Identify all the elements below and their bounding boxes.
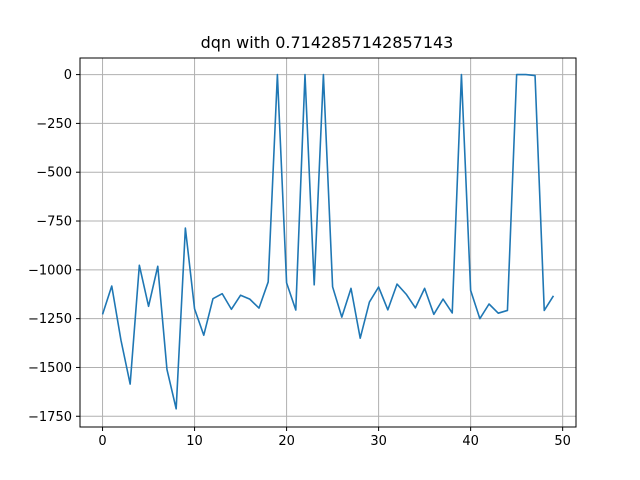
data-point — [331, 286, 333, 288]
data-point — [212, 298, 214, 300]
y-tick-label: −750 — [36, 215, 72, 230]
data-point — [249, 298, 251, 300]
x-tick-label: 50 — [554, 434, 571, 449]
data-point — [221, 292, 223, 294]
data-point — [479, 317, 481, 319]
data-point — [267, 281, 269, 283]
data-point — [304, 73, 306, 75]
x-tick-label: 0 — [98, 434, 106, 449]
data-point — [203, 334, 205, 336]
data-point — [506, 309, 508, 311]
x-tick-label: 40 — [462, 434, 479, 449]
data-point — [552, 295, 554, 297]
x-tick-label: 30 — [370, 434, 387, 449]
data-point — [497, 312, 499, 314]
data-point — [451, 312, 453, 314]
y-tick-label: −1500 — [28, 361, 72, 376]
data-point — [515, 73, 517, 75]
data-point — [157, 265, 159, 267]
data-point — [387, 309, 389, 311]
data-point — [488, 303, 490, 305]
y-tick-label: −250 — [36, 117, 72, 132]
data-point — [322, 73, 324, 75]
data-point — [396, 283, 398, 285]
data-point — [138, 264, 140, 266]
data-point — [276, 73, 278, 75]
y-tick-label: −500 — [36, 166, 72, 181]
data-point — [350, 287, 352, 289]
data-point — [230, 308, 232, 310]
data-point — [129, 383, 131, 385]
x-tick-label: 10 — [186, 434, 203, 449]
chart-title: dqn with 0.7142857142857143 — [201, 33, 454, 52]
series-layer — [101, 73, 555, 410]
data-point — [341, 316, 343, 318]
data-point — [442, 298, 444, 300]
data-point — [120, 339, 122, 341]
data-point — [193, 308, 195, 310]
data-point — [175, 408, 177, 410]
data-point — [433, 313, 435, 315]
data-point — [184, 227, 186, 229]
data-point — [147, 305, 149, 307]
data-point — [423, 287, 425, 289]
data-point — [295, 309, 297, 311]
series-line — [101, 73, 555, 410]
plot-area-frame — [79, 57, 577, 428]
data-point — [359, 337, 361, 339]
data-point — [525, 73, 527, 75]
data-point — [111, 285, 113, 287]
data-point — [414, 307, 416, 309]
axis-ticks: 0 10 20 30 40 50 0 −250 −500 −750 −1000 −1250 −1500 −… — [28, 68, 571, 449]
data-point — [258, 307, 260, 309]
y-tick-label: −1000 — [28, 263, 72, 278]
data-point — [313, 284, 315, 286]
data-point — [368, 301, 370, 303]
data-point — [101, 313, 103, 315]
data-point — [405, 293, 407, 295]
data-point — [469, 289, 471, 291]
y-tick-label: −1250 — [28, 312, 72, 327]
data-point — [534, 74, 536, 76]
x-tick-label: 20 — [278, 434, 295, 449]
y-tick-label: 0 — [64, 68, 72, 83]
data-point — [377, 286, 379, 288]
data-point — [543, 309, 545, 311]
y-tick-label: −1750 — [28, 410, 72, 425]
data-point — [239, 294, 241, 296]
data-point — [166, 368, 168, 370]
data-point — [285, 282, 287, 284]
data-point — [460, 73, 462, 75]
